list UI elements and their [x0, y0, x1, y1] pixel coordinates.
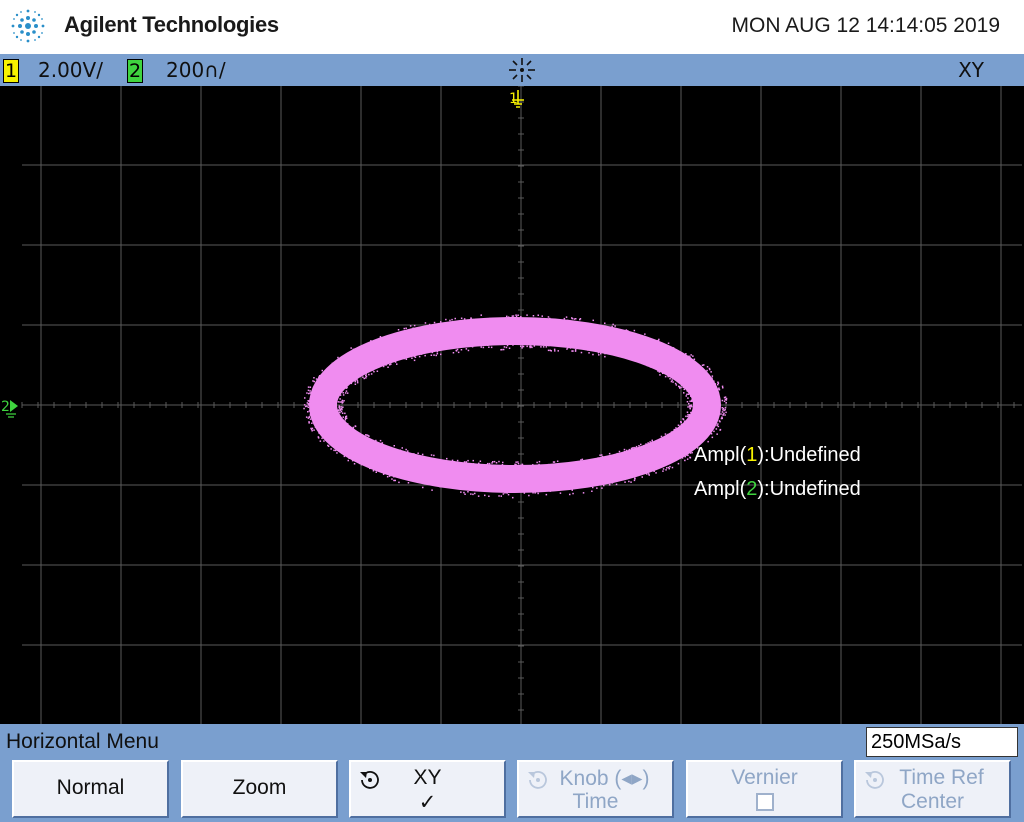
- channel-2-scale: 200∩/: [166, 58, 226, 82]
- sample-rate-readout: 250MSa/s: [866, 727, 1018, 757]
- checkmark-icon: ✓: [418, 791, 437, 814]
- softkey-vernier[interactable]: Vernier: [686, 760, 843, 818]
- softkey-label: Time Ref: [899, 766, 984, 789]
- softkey-sublabel: Time: [572, 790, 619, 813]
- softkey-menu-bar: Horizontal Menu 250MSa/s Normal Zoom XY …: [0, 724, 1024, 822]
- measurement-suffix: ):Undefined: [757, 444, 861, 466]
- checkbox-icon[interactable]: [755, 793, 774, 812]
- channel-1-scale: 2.00V/: [38, 58, 103, 82]
- waveform-display[interactable]: 1 2 Ampl(1):Undefined Ampl(2):Undefined: [0, 86, 1024, 724]
- softkey-label: Zoom: [232, 776, 287, 799]
- header: Agilent Technologies MON AUG 12 14:14:05…: [0, 0, 1024, 54]
- softkey-label: Knob (◂▸): [559, 767, 650, 790]
- channel-1-marker-label: 1: [509, 91, 518, 107]
- channel-2-badge[interactable]: 2: [127, 59, 143, 83]
- measurement-prefix: Ampl(: [694, 444, 747, 466]
- measurement-prefix: Ampl(: [694, 478, 747, 500]
- date-time: MON AUG 12 14:14:05 2019: [731, 14, 1001, 37]
- xy-trace: [303, 314, 728, 499]
- softkey-label: XY: [413, 766, 442, 789]
- rotate-knob-icon: [360, 771, 379, 789]
- softkey-time-ref[interactable]: Time Ref Center: [854, 760, 1011, 818]
- channel-2-marker-label: 2: [1, 399, 10, 415]
- channel-1-ground-icon: [512, 90, 524, 108]
- softkey-normal[interactable]: Normal: [12, 760, 169, 818]
- xy-plot-area: 1 2: [1, 86, 1022, 724]
- softkey-zoom[interactable]: Zoom: [181, 760, 338, 818]
- brand-name: Agilent Technologies: [64, 12, 279, 37]
- measurement-ampl-ch1: Ampl(1):Undefined: [694, 444, 861, 467]
- rotate-knob-icon: [865, 771, 884, 789]
- channel-2-ground-icon: [10, 400, 18, 412]
- channel-1-ground-marker[interactable]: 1: [509, 90, 524, 108]
- softkey-knob-time[interactable]: Knob (◂▸) Time: [517, 760, 674, 818]
- channel-1-badge[interactable]: 1: [3, 59, 19, 83]
- measurement-channel: 2: [746, 478, 758, 500]
- measurement-ampl-ch2: Ampl(2):Undefined: [694, 478, 861, 501]
- channel-2-ground-marker[interactable]: 2: [1, 399, 18, 418]
- graticule-grid: [21, 86, 1022, 724]
- softkey-label: Normal: [56, 776, 125, 799]
- menu-title: Horizontal Menu: [6, 730, 159, 753]
- channel-status-bar: 1 2.00V/ 2 200∩/ XY: [0, 54, 1024, 86]
- rotate-knob-icon: [528, 771, 547, 789]
- agilent-spark-logo-icon: [11, 9, 45, 43]
- display-mode-label: XY: [958, 58, 984, 82]
- softkey-xy[interactable]: XY ✓: [349, 760, 506, 818]
- softkey-label: Vernier: [731, 766, 798, 789]
- measurement-channel: 1: [746, 444, 758, 466]
- softkey-sublabel: Center: [900, 790, 965, 813]
- measurement-suffix: ):Undefined: [757, 478, 861, 500]
- acquisition-status-icon: [509, 58, 535, 82]
